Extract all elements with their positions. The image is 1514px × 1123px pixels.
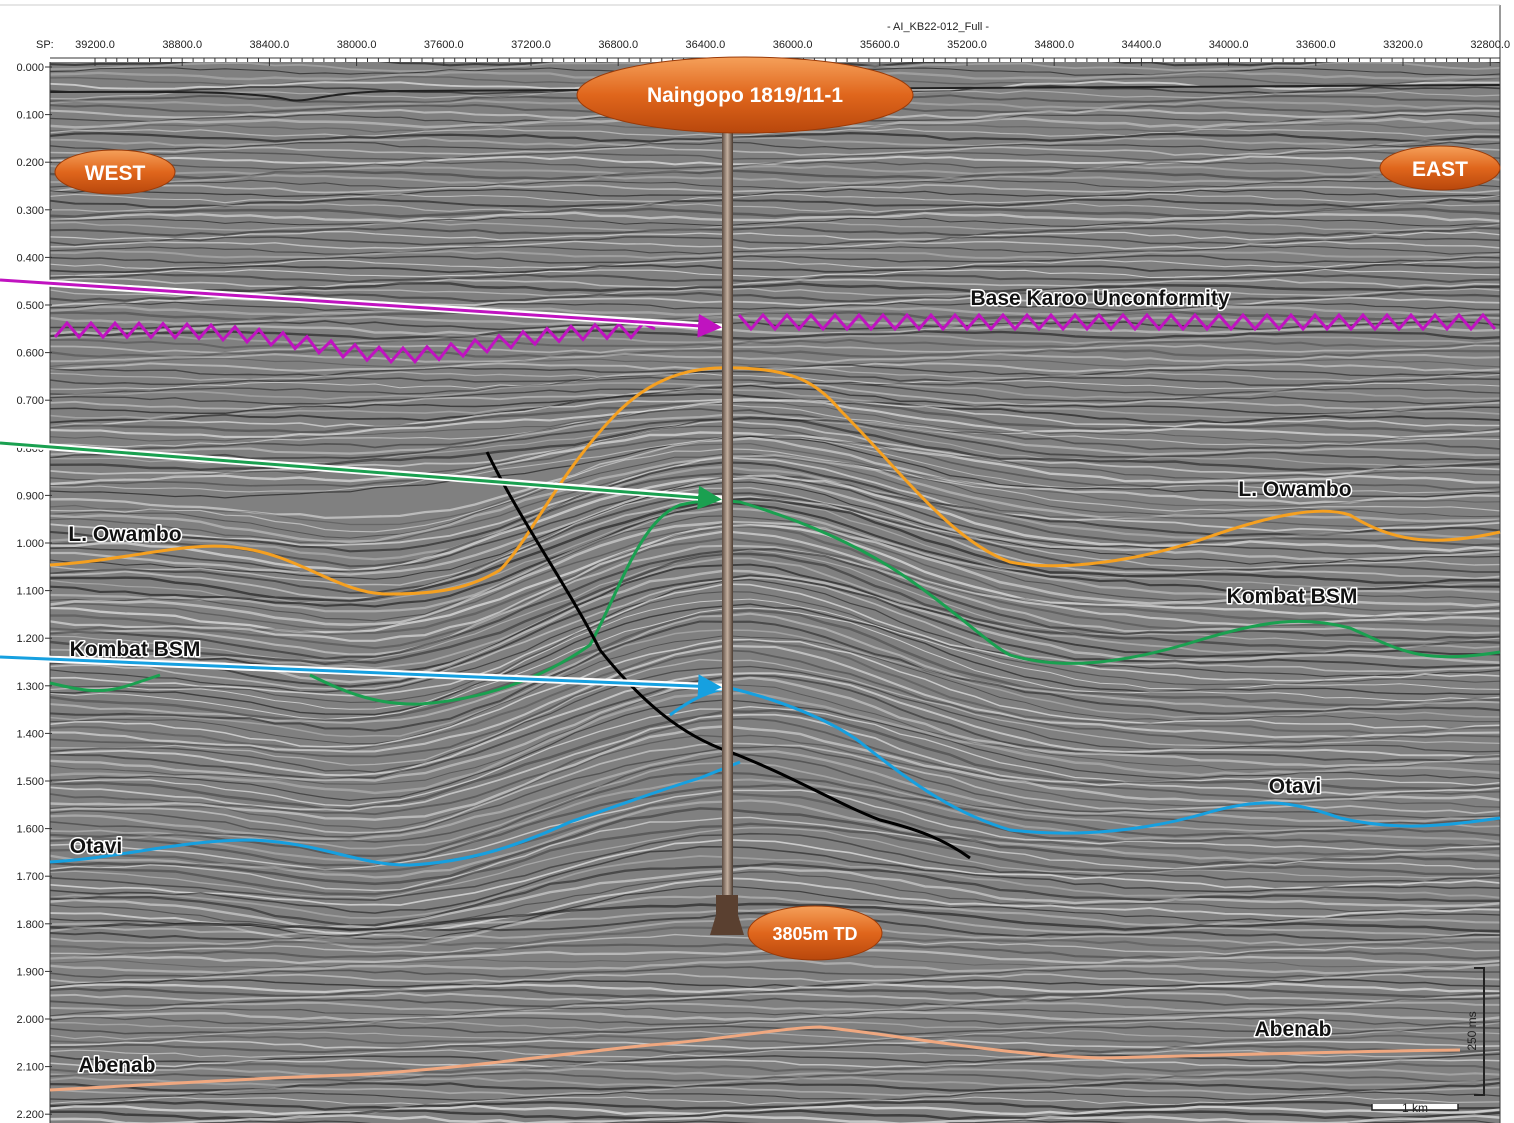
horizon-label: Abenab	[1254, 1018, 1331, 1041]
time-tick-label: 1.400	[16, 728, 44, 740]
time-tick-label: 0.500	[16, 300, 44, 312]
sp-tick-label: 38000.0	[337, 39, 377, 51]
horizon-label: L. Owambo	[1238, 478, 1351, 501]
horizontal-scale-label: 1 km	[1402, 1101, 1428, 1115]
time-tick-label: 1.000	[16, 538, 44, 550]
time-tick-label: 2.200	[16, 1109, 44, 1121]
time-tick-label: 1.700	[16, 871, 44, 883]
time-tick-label: 0.300	[16, 205, 44, 217]
sp-tick-label: 34000.0	[1209, 39, 1249, 51]
line-name: - AI_KB22-012_Full -	[887, 21, 989, 33]
sp-tick-label: 33600.0	[1296, 39, 1336, 51]
sp-tick-label: 36000.0	[773, 39, 813, 51]
time-tick-label: 1.200	[16, 633, 44, 645]
sp-tick-label: 38400.0	[250, 39, 290, 51]
sp-tick-label: 35600.0	[860, 39, 900, 51]
horizon-label: L. Owambo	[68, 523, 181, 546]
sp-tick-label: 33200.0	[1383, 39, 1423, 51]
time-tick-label: 2.100	[16, 1062, 44, 1074]
sp-tick-label: 37600.0	[424, 39, 464, 51]
sp-tick-label: 34800.0	[1034, 39, 1074, 51]
vertical-scale-label: 250 ms	[1465, 1011, 1479, 1050]
sp-tick-label: 38800.0	[162, 39, 202, 51]
sp-tick-label: 32800.0	[1470, 39, 1510, 51]
time-tick-label: 1.300	[16, 681, 44, 693]
time-tick-label: 0.000	[16, 62, 44, 74]
sp-tick-label: 39200.0	[75, 39, 115, 51]
time-tick-label: 0.600	[16, 348, 44, 360]
time-tick-label: 2.000	[16, 1014, 44, 1026]
time-tick-label: 1.800	[16, 919, 44, 931]
time-tick-label: 1.600	[16, 824, 44, 836]
time-tick-label: 0.400	[16, 252, 44, 264]
horizon-label: Abenab	[78, 1054, 155, 1077]
sp-tick-label: 37200.0	[511, 39, 551, 51]
horizon-label: Kombat BSM	[70, 638, 201, 661]
well-bore	[722, 130, 733, 900]
seismic-section: - AI_KB22-012_Full - SP: 39200.0 38800.0 3…	[0, 0, 1514, 1123]
horizon-label: Otavi	[70, 835, 123, 858]
time-tick-label: 0.900	[16, 490, 44, 502]
sp-tick-label: 35200.0	[947, 39, 987, 51]
time-tick-label: 0.200	[16, 157, 44, 169]
sp-label: SP:	[36, 39, 54, 51]
horizon-label: Otavi	[1269, 775, 1322, 798]
horizon-label: Kombat BSM	[1227, 585, 1358, 608]
time-tick-label: 0.100	[16, 110, 44, 122]
time-tick-label: 1.100	[16, 586, 44, 598]
sp-tick-label: 36400.0	[686, 39, 726, 51]
time-tick-label: 1.500	[16, 776, 44, 788]
east-label: EAST	[1412, 158, 1468, 181]
time-tick-label: 0.700	[16, 395, 44, 407]
west-label: WEST	[85, 162, 146, 185]
sp-tick-label: 34400.0	[1122, 39, 1162, 51]
horizon-label: Base Karoo Unconformity	[970, 287, 1229, 310]
well-name: Naingopo 1819/11-1	[647, 84, 843, 107]
time-tick-label: 1.900	[16, 966, 44, 978]
sp-tick-label: 36800.0	[598, 39, 638, 51]
td-label: 3805m TD	[772, 924, 857, 944]
